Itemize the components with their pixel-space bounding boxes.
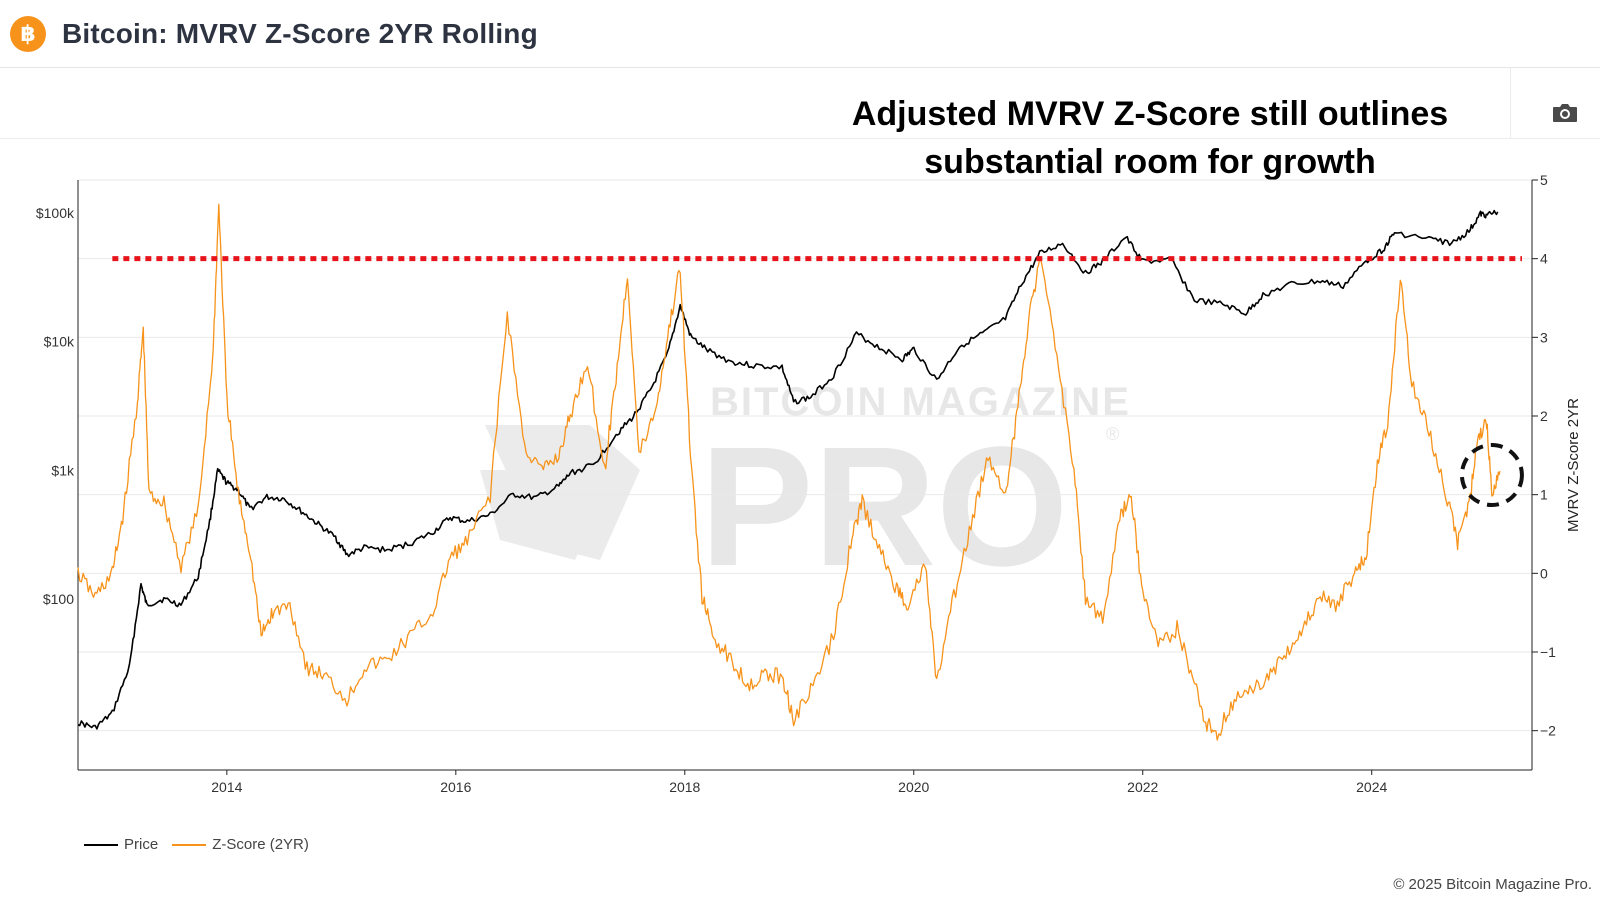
series-layer [77, 203, 1501, 741]
x-tick-label: 2020 [898, 779, 929, 795]
app-header: ฿ Bitcoin: MVRV Z-Score 2YR Rolling [0, 0, 1600, 68]
y-right-tick-label: 2 [1540, 408, 1548, 424]
y-right-tick-label: 3 [1540, 329, 1548, 345]
y-left-tick-label: $100 [43, 591, 74, 607]
x-tick-label: 2024 [1356, 779, 1387, 795]
series-line-zscore [77, 203, 1501, 741]
x-tick-label: 2022 [1127, 779, 1158, 795]
camera-icon[interactable] [1552, 102, 1578, 124]
chart-annotation: Adjusted MVRV Z-Score still outlines sub… [800, 90, 1500, 186]
y-left-tick-label: $1k [51, 462, 75, 478]
x-tick-label: 2016 [440, 779, 471, 795]
annotation-line-1: Adjusted MVRV Z-Score still outlines [851, 95, 1449, 133]
x-tick-label: 2018 [669, 779, 700, 795]
watermark-registered: ® [1106, 424, 1119, 444]
copyright: © 2025 Bitcoin Magazine Pro. [1393, 876, 1592, 893]
legend: Price Z-Score (2YR) [84, 836, 323, 853]
y-right-tick-label: −2 [1540, 723, 1556, 739]
legend-label-price: Price [124, 836, 159, 853]
y-left-tick-label: $10k [44, 334, 75, 350]
watermark-pro: PRO [700, 412, 1068, 602]
overlays [112, 256, 1524, 507]
legend-swatch-zscore [172, 843, 207, 846]
y-right-tick-label: −1 [1540, 644, 1556, 660]
page-title: Bitcoin: MVRV Z-Score 2YR Rolling [62, 18, 538, 49]
annotation-line-2: substantial room for growth [924, 143, 1376, 181]
legend-label-zscore: Z-Score (2YR) [212, 836, 309, 853]
y-left-tick-label: $100k [36, 205, 75, 221]
series-line-price [77, 209, 1499, 730]
toolbar-divider-horizontal [0, 138, 1600, 139]
legend-item-price[interactable]: Price [84, 836, 158, 853]
y-right-tick-label: 1 [1540, 487, 1548, 503]
highlight-circle [1459, 443, 1524, 507]
watermark: BITCOIN MAGAZINE PRO ® [480, 380, 1131, 602]
y-right-tick-label: 5 [1540, 172, 1548, 188]
y-right-tick-label: 0 [1540, 565, 1548, 581]
bitcoin-logo-icon: ฿ [10, 16, 46, 52]
legend-swatch-price [84, 843, 118, 846]
axes: $100 $1k $10k $100k −2 −1 0 1 2 3 4 5 MVRV Z-Score 2… [36, 172, 1582, 795]
y-right-tick-label: 4 [1540, 251, 1548, 267]
watermark-text: BITCOIN MAGAZINE [710, 380, 1131, 424]
toolbar-divider [1510, 68, 1511, 138]
y-right-axis-title: MVRV Z-Score 2YR [1565, 398, 1582, 532]
watermark-emblem [480, 425, 640, 560]
legend-item-zscore[interactable]: Z-Score (2YR) [172, 836, 309, 853]
x-tick-label: 2014 [211, 779, 242, 795]
